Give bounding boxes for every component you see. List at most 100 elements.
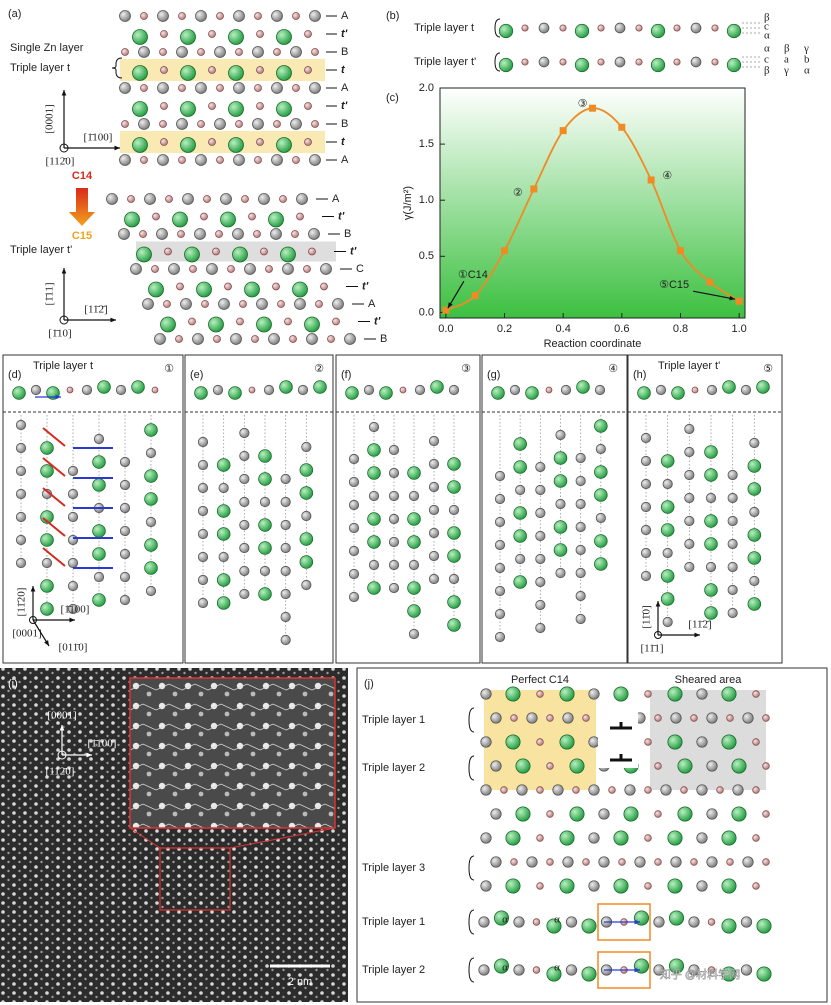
atom bbox=[297, 384, 309, 396]
atom bbox=[119, 479, 131, 491]
atom bbox=[268, 333, 280, 345]
atom bbox=[407, 604, 421, 618]
atom bbox=[494, 608, 506, 620]
atom bbox=[216, 527, 231, 541]
atom bbox=[594, 488, 608, 502]
atom bbox=[119, 10, 131, 22]
atom bbox=[388, 559, 400, 571]
atom bbox=[367, 535, 381, 549]
atom bbox=[248, 386, 256, 394]
panel-label: (a) bbox=[8, 8, 21, 20]
atom bbox=[493, 910, 510, 926]
atom bbox=[494, 516, 506, 528]
atom bbox=[575, 452, 586, 464]
site-label: γ bbox=[783, 65, 789, 77]
atom bbox=[595, 512, 606, 524]
atom bbox=[614, 22, 626, 34]
atom bbox=[97, 380, 111, 394]
atom bbox=[428, 481, 440, 493]
atom bbox=[273, 120, 281, 128]
atom bbox=[348, 545, 360, 557]
atom bbox=[613, 686, 629, 702]
atom bbox=[691, 386, 699, 394]
y-tick-label: 0.0 bbox=[419, 306, 434, 318]
atom bbox=[388, 582, 400, 594]
atom bbox=[279, 380, 293, 394]
atom bbox=[306, 333, 318, 345]
atom bbox=[546, 858, 554, 866]
arrow-head bbox=[30, 586, 36, 592]
atom bbox=[368, 421, 380, 433]
atom bbox=[258, 472, 272, 486]
atom bbox=[727, 584, 738, 596]
gap bbox=[598, 708, 638, 768]
note: Triple layer t' bbox=[10, 244, 72, 256]
atom bbox=[40, 441, 54, 455]
axis-label: [1̄100] bbox=[88, 738, 117, 750]
atom bbox=[660, 569, 675, 583]
axis-origin bbox=[59, 315, 69, 325]
atom bbox=[447, 595, 461, 609]
atom bbox=[762, 762, 770, 770]
atom bbox=[677, 758, 693, 774]
atom bbox=[15, 442, 27, 454]
atom bbox=[178, 156, 186, 164]
atom bbox=[634, 856, 646, 868]
atom bbox=[214, 118, 226, 130]
atom bbox=[575, 521, 586, 533]
atom bbox=[532, 966, 541, 974]
atom bbox=[727, 515, 738, 527]
atom bbox=[546, 810, 554, 818]
atom bbox=[565, 964, 578, 976]
atom bbox=[515, 484, 526, 496]
atom bbox=[15, 488, 27, 500]
atom bbox=[157, 154, 169, 166]
atom bbox=[256, 138, 264, 146]
atom bbox=[660, 454, 675, 468]
atom bbox=[684, 469, 695, 481]
point-label: ② bbox=[513, 187, 523, 199]
atom bbox=[67, 557, 79, 569]
atom bbox=[163, 300, 171, 308]
atom bbox=[367, 466, 381, 480]
atom bbox=[535, 484, 546, 496]
atom bbox=[299, 555, 314, 569]
arrow-head bbox=[69, 617, 75, 623]
atom bbox=[235, 120, 243, 128]
atom bbox=[688, 964, 700, 976]
marker bbox=[501, 247, 509, 255]
atom bbox=[15, 419, 27, 431]
atom bbox=[706, 760, 718, 772]
atom bbox=[640, 570, 652, 582]
atom bbox=[259, 565, 271, 577]
atom bbox=[160, 102, 168, 110]
header: Sheared area bbox=[675, 674, 743, 686]
atom bbox=[299, 463, 314, 477]
atom bbox=[208, 138, 216, 146]
atom bbox=[197, 528, 209, 540]
atom bbox=[478, 916, 490, 928]
atom bbox=[480, 880, 492, 892]
atom bbox=[653, 916, 665, 928]
atom bbox=[119, 82, 131, 94]
x-axis-label: Reaction coordinate bbox=[544, 338, 642, 350]
atom bbox=[505, 734, 521, 750]
atom bbox=[140, 12, 148, 20]
atom bbox=[15, 557, 27, 569]
atom bbox=[494, 539, 506, 551]
atom bbox=[140, 156, 148, 164]
brace bbox=[468, 755, 475, 781]
axis-label: [11̄0] bbox=[641, 605, 653, 628]
site-label: α bbox=[764, 30, 770, 42]
atom bbox=[214, 46, 226, 58]
atom bbox=[132, 29, 148, 45]
atom bbox=[151, 386, 159, 394]
atom bbox=[430, 380, 444, 394]
atom bbox=[546, 918, 562, 934]
marker bbox=[647, 176, 655, 184]
atom bbox=[545, 386, 553, 394]
axis-label: [11̄2̄] bbox=[688, 619, 711, 631]
atom bbox=[160, 30, 168, 38]
layer-label: C bbox=[356, 263, 364, 275]
atom bbox=[40, 464, 54, 478]
